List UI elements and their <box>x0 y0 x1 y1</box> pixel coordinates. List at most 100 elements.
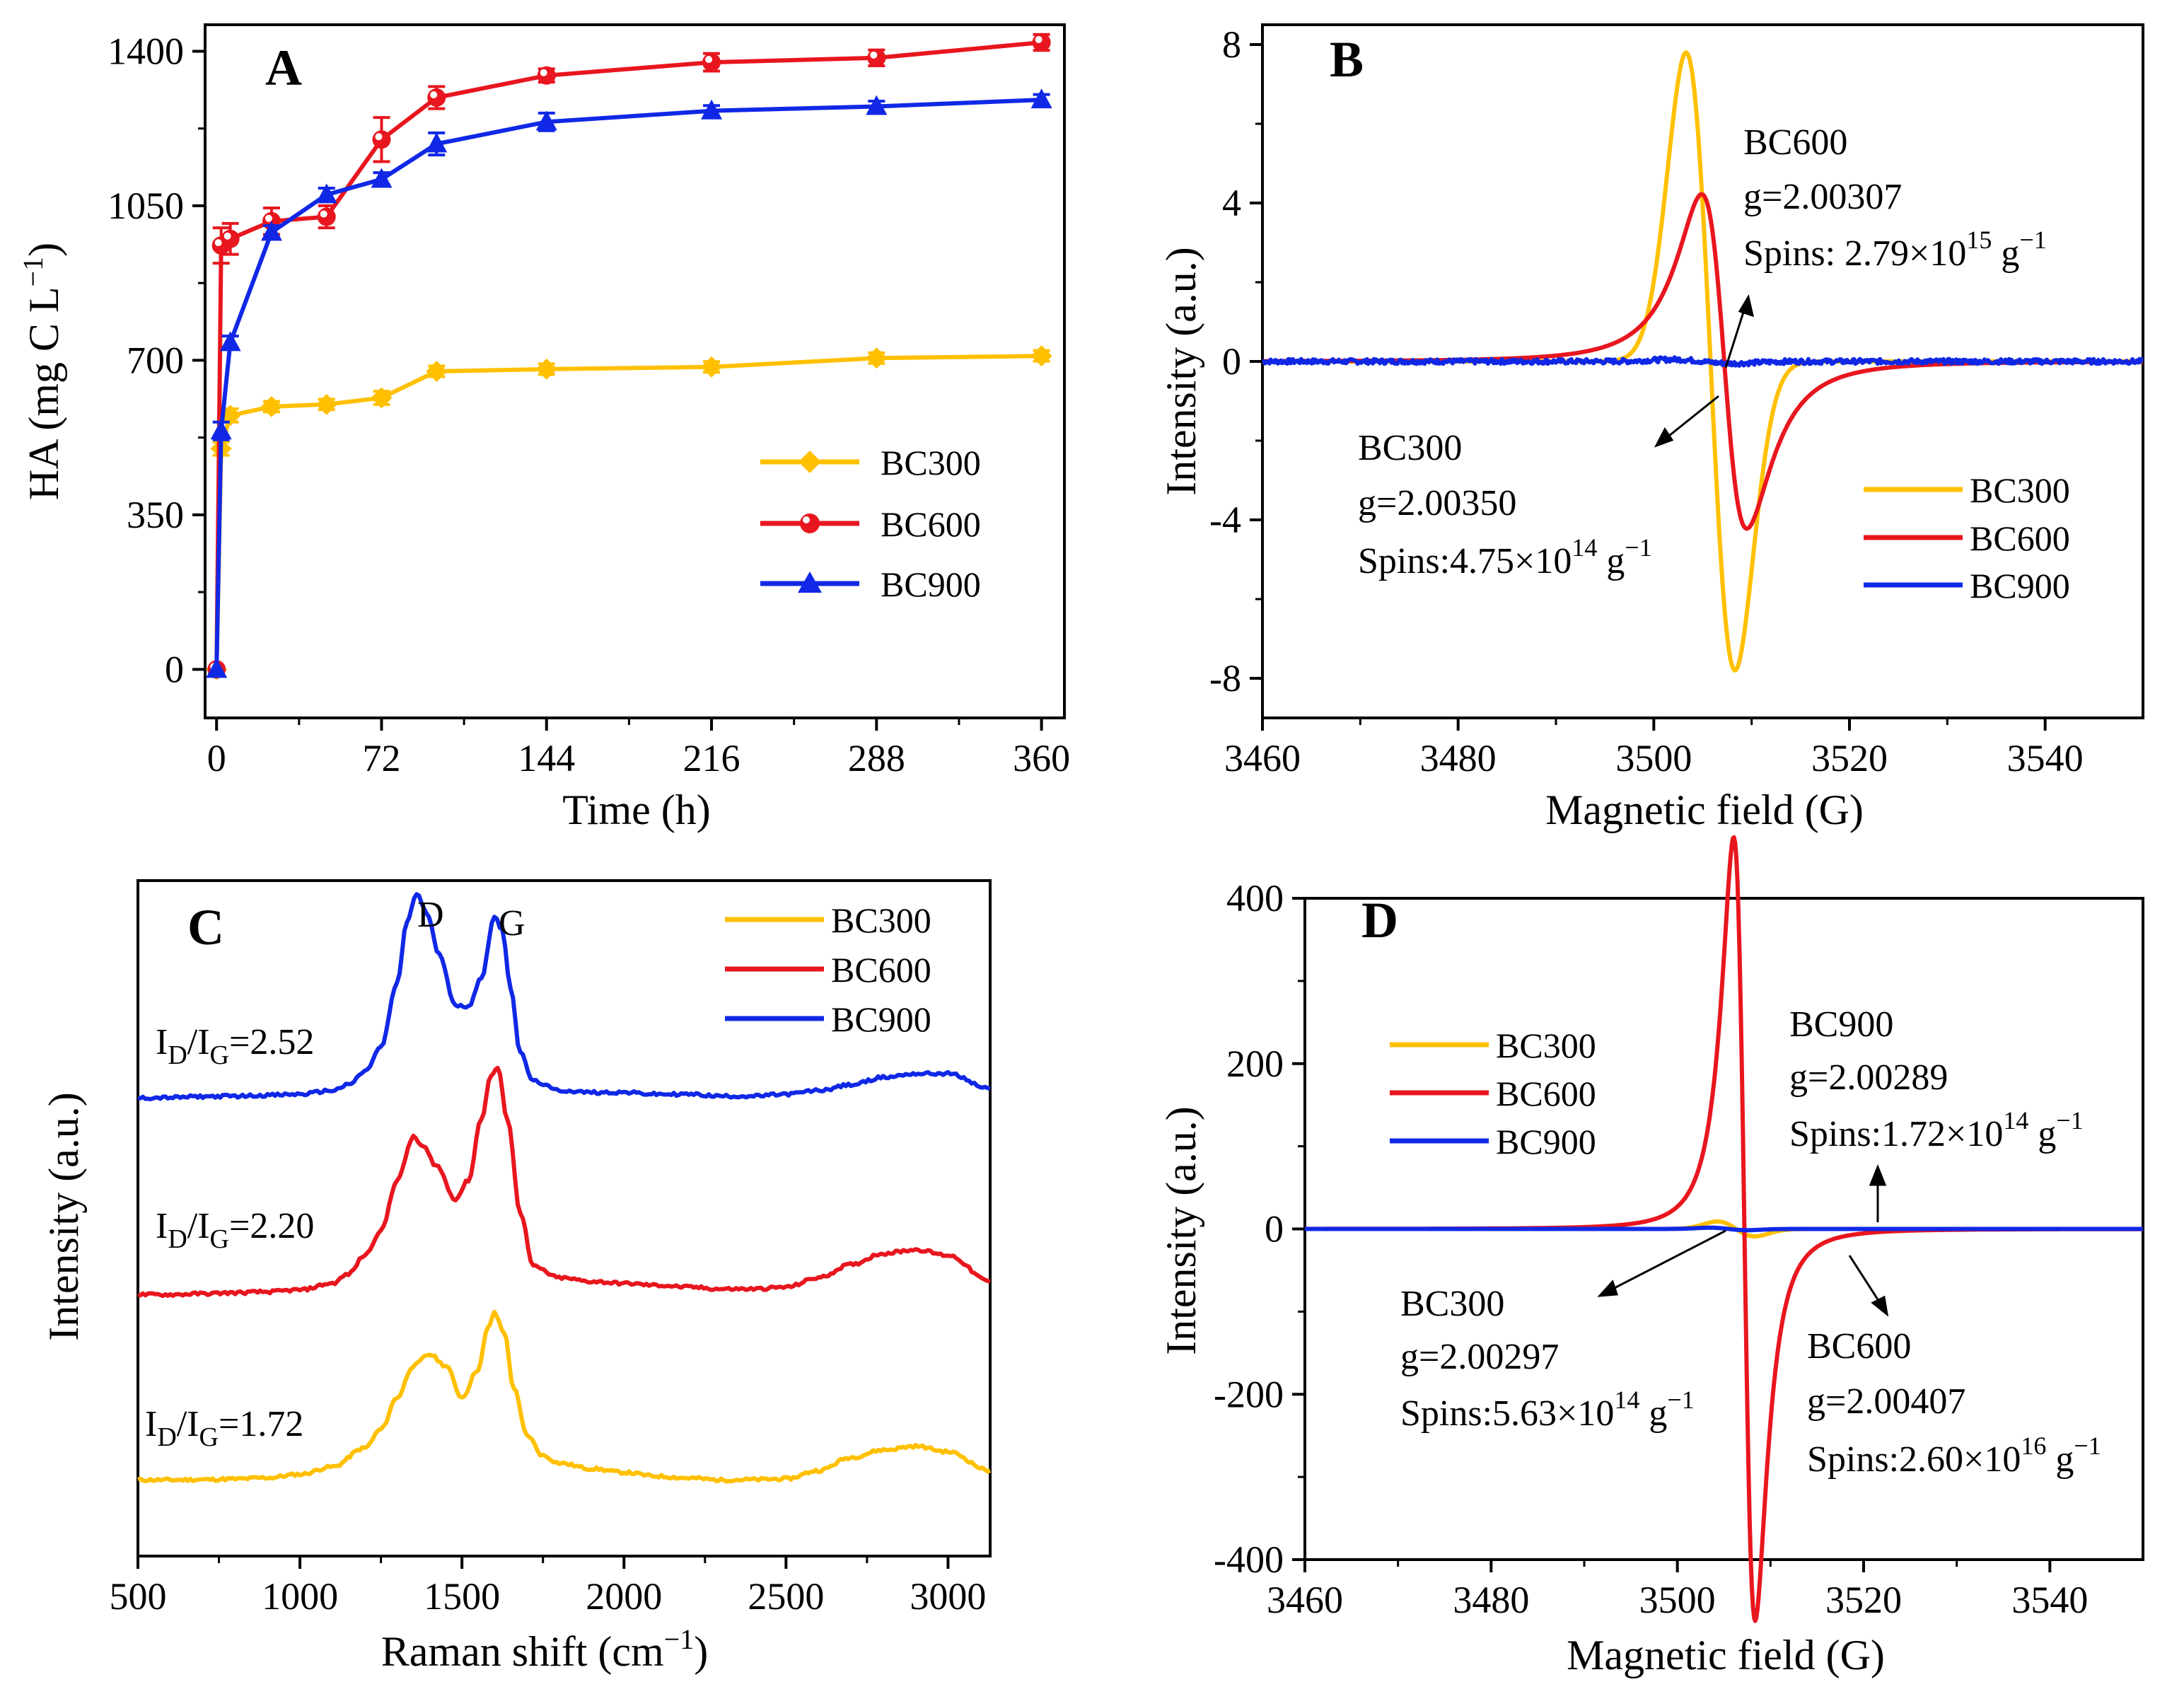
x-tick-label: 3460 <box>1224 737 1301 779</box>
y-tick-label: -200 <box>1214 1373 1284 1415</box>
data-point-triangle <box>260 221 282 241</box>
panel-a-frame <box>204 23 1066 719</box>
x-tick-label: 3520 <box>1811 737 1888 779</box>
data-point-highlight <box>870 51 878 59</box>
data-point-highlight <box>540 69 547 76</box>
legend-label-bc600: BC600 <box>831 950 931 990</box>
peak-label-d: D <box>417 895 444 935</box>
panel-a-xlabel: Time (h) <box>562 787 710 833</box>
series-line-bc900 <box>1261 355 2144 368</box>
legend-label-bc900: BC900 <box>1970 566 2070 605</box>
data-point-diamond <box>371 387 393 409</box>
panel-a-ylabel: HA (mg C L−1) <box>17 243 67 500</box>
legend-label-bc900: BC900 <box>881 564 981 604</box>
panel-b-annotation-bc300: BC300 g=2.00350 Spins:4.75×1014 g−1 <box>1358 428 1652 581</box>
data-point-triangle <box>219 331 241 352</box>
data-point-diamond <box>866 347 888 369</box>
x-tick-label: 2500 <box>748 1575 824 1618</box>
panel-d-annotation-bc600: BC600 g=2.00407 Spins:2.60×1016 g−1 <box>1807 1326 2101 1480</box>
data-point-triangle <box>535 110 557 131</box>
panel-a-series <box>206 33 1052 680</box>
data-point-highlight <box>430 91 438 98</box>
x-tick-label: 288 <box>848 737 905 779</box>
series-line-bc300 <box>137 1309 991 1484</box>
data-point-triangle <box>315 183 337 204</box>
arrow-bc600 <box>1848 1255 1883 1306</box>
legend-label-bc600: BC600 <box>881 504 981 544</box>
annotation-label: BC300 <box>1358 428 1462 468</box>
legend-marker-triangle <box>798 572 822 593</box>
panel-d-arrows <box>1597 1164 1889 1317</box>
x-tick-label: 3460 <box>1267 1579 1343 1621</box>
annotation-g: g=2.00407 <box>1807 1381 1965 1422</box>
x-tick-label: 0 <box>207 737 226 779</box>
data-point-diamond <box>535 358 557 380</box>
legend-label-bc600: BC600 <box>1496 1074 1596 1113</box>
panel-b-annotation-bc600: BC600 g=2.00307 Spins: 2.79×1015 g−1 <box>1743 122 2047 274</box>
panel-d-ticks: 3460 3480 3500 3520 3540 -400 -200 0 200 400 <box>1214 877 2088 1621</box>
arrow-head <box>1738 294 1755 318</box>
y-tick-label: 1400 <box>108 30 184 72</box>
annotation-label: BC300 <box>1400 1284 1504 1324</box>
panel-b-letter: B <box>1330 31 1364 88</box>
y-tick-label: 4 <box>1222 182 1241 224</box>
y-tick-label: -4 <box>1209 499 1241 541</box>
panel-a-letter: A <box>265 40 302 96</box>
arrow-bc300 <box>1665 395 1719 440</box>
series-line-bc900 <box>137 892 991 1101</box>
panel-b-xlabel: Magnetic field (G) <box>1545 787 1864 833</box>
x-tick-label: 2000 <box>586 1575 662 1618</box>
legend-marker-circle-highlight <box>803 516 810 523</box>
panel-a: 0 72 144 216 288 360 0 350 700 1050 1400 A Time (h… <box>17 23 1070 833</box>
data-point-highlight <box>214 239 222 247</box>
panel-b-legend: BC300 BC600 BC900 <box>1864 470 2070 605</box>
x-tick-label: 1000 <box>262 1575 338 1618</box>
ratio-label-bc300: ID/IG=1.72 <box>145 1404 303 1452</box>
panel-c-xlabel: Raman shift (cm−1) <box>381 1623 708 1675</box>
y-tick-label: -400 <box>1214 1538 1284 1581</box>
panel-b: 3460 3480 3500 3520 3540 -8 -4 0 4 8 B Magnetic f… <box>1158 23 2144 833</box>
panel-c: 500 1000 1500 2000 2500 3000 C D G Raman shif… <box>40 879 992 1675</box>
panel-a-ticks: 0 72 144 216 288 360 0 350 700 1050 1400 <box>108 30 1070 779</box>
panel-c-series <box>137 892 991 1484</box>
panel-d-annotation-bc900: BC900 g=2.00289 Spins:1.72×1014 g−1 <box>1789 1004 2084 1154</box>
annotation-spins: Spins:2.60×1016 g−1 <box>1807 1432 2101 1480</box>
legend-label-bc900: BC900 <box>831 999 931 1039</box>
data-point-circle <box>702 53 721 72</box>
x-tick-label: 72 <box>362 737 400 779</box>
y-tick-label: 0 <box>165 648 184 690</box>
data-point-circle <box>1032 33 1051 52</box>
data-point-triangle <box>426 132 448 153</box>
data-point-highlight <box>1035 35 1042 43</box>
peak-label-g: G <box>499 903 525 944</box>
annotation-label: BC900 <box>1789 1004 1893 1045</box>
legend-label-bc300: BC300 <box>831 900 931 940</box>
x-tick-label: 3540 <box>2007 737 2084 779</box>
y-tick-label: 0 <box>1265 1208 1284 1251</box>
legend-marker-diamond <box>798 451 821 473</box>
annotation-label: BC600 <box>1807 1326 1911 1367</box>
series-line-bc900 <box>1303 1225 2144 1233</box>
y-tick-label: 350 <box>127 494 184 536</box>
arrow-bc600 <box>1724 305 1747 369</box>
data-point-circle <box>867 48 886 67</box>
series-line-bc600 <box>137 1065 991 1299</box>
annotation-spins: Spins:5.63×1014 g−1 <box>1400 1386 1695 1434</box>
panel-c-legend: BC300 BC600 BC900 <box>725 900 931 1039</box>
panel-d-xlabel: Magnetic field (G) <box>1567 1632 1885 1678</box>
data-point-highlight <box>320 210 327 218</box>
annotation-label: BC600 <box>1743 122 1847 163</box>
data-point-triangle <box>210 419 232 440</box>
panel-a-legend: BC300 BC600 BC900 <box>760 443 981 604</box>
y-tick-label: 700 <box>127 339 184 381</box>
data-point-triangle <box>866 95 888 115</box>
arrow-head <box>1597 1280 1619 1297</box>
y-tick-label: 0 <box>1222 340 1241 383</box>
annotation-spins: Spins: 2.79×1015 g−1 <box>1743 226 2047 274</box>
x-tick-label: 3500 <box>1639 1579 1716 1621</box>
ratio-label-bc900: ID/IG=2.52 <box>156 1022 314 1070</box>
data-point-triangle <box>1030 88 1052 109</box>
arrow-head <box>1871 1295 1889 1317</box>
x-tick-label: 3480 <box>1420 737 1497 779</box>
